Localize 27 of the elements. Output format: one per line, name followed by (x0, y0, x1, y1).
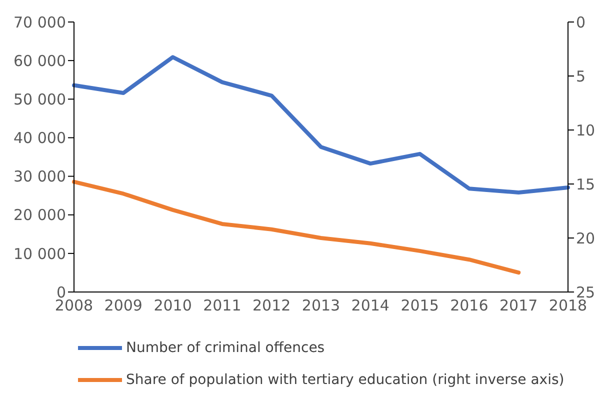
x-tick-label: 2013 (302, 296, 340, 315)
line-series (72, 180, 521, 275)
y-tick-label: 40 000 (14, 129, 66, 148)
y-tick-label: 60 000 (14, 52, 66, 70)
x-tick-label: 2008 (54, 296, 94, 315)
legend-label: Share of population with tertiary education (right inverse axis) (126, 372, 564, 388)
x-tick-label: 2017 (500, 296, 538, 315)
y2-tick-label: 5 (576, 67, 586, 86)
y-tick-label: 50 000 (14, 90, 66, 108)
y2-tick-label: 20 (576, 229, 596, 248)
x-tick-label: 2015 (400, 296, 439, 315)
x-tick-label: 2012 (252, 296, 291, 315)
y2-tick-label: 0 (576, 13, 586, 32)
y2-tick-label: 10 (576, 121, 596, 140)
y-tick-label: 10 000 (14, 244, 66, 263)
y-tick-label: 30 000 (14, 168, 66, 186)
x-tick-label: 2011 (203, 296, 242, 315)
y-tick-label: 20 000 (14, 206, 66, 224)
x-tick-label: 2010 (154, 296, 192, 315)
x-tick-label: 2018 (548, 296, 588, 315)
x-tick-label: 2009 (104, 296, 142, 315)
x-tick-label: 2014 (351, 296, 390, 315)
legend-label: Number of criminal offences (126, 340, 325, 356)
x-tick-label: 2016 (450, 296, 488, 315)
line-series (72, 55, 570, 194)
y-tick-label: 70 000 (14, 13, 66, 32)
y2-tick-label: 15 (576, 175, 596, 194)
